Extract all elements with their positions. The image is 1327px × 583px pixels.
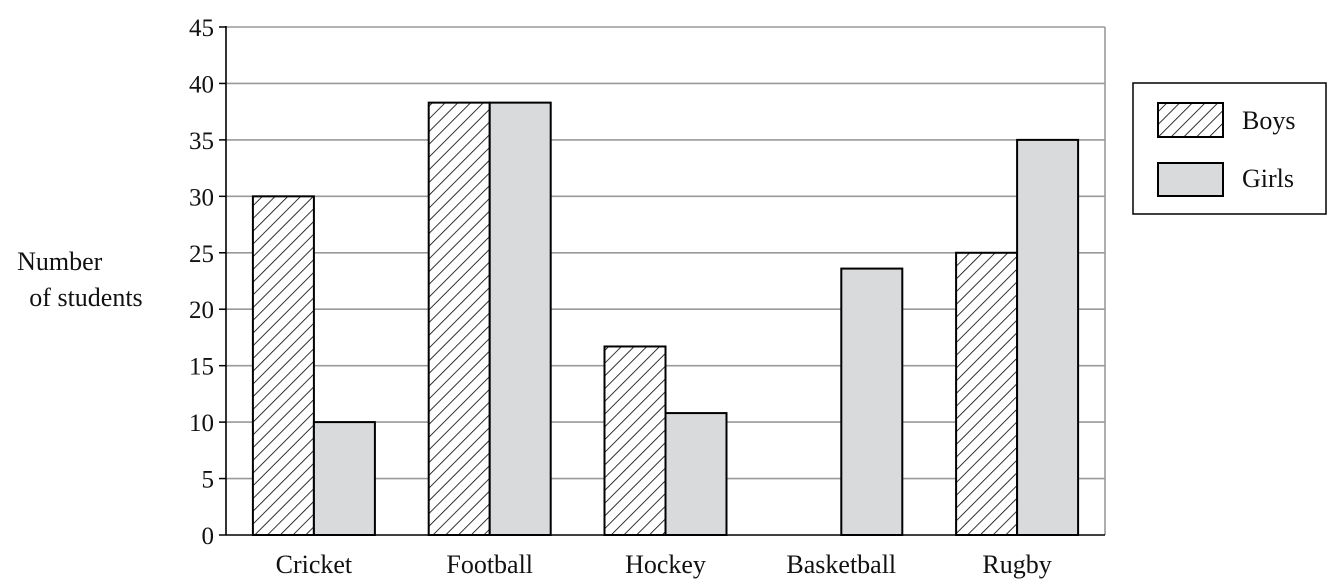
bar-girls-basketball — [840, 267, 904, 536]
x-category-label: Rugby — [982, 550, 1051, 579]
y-tick-label: 10 — [189, 410, 214, 437]
x-category-label: Football — [446, 550, 533, 579]
x-category-labels: Cricket Football Hockey Basketball Rugby — [276, 550, 1052, 579]
y-tick-label: 30 — [189, 184, 214, 211]
legend-swatch-boys — [1157, 102, 1224, 138]
x-category-label: Basketball — [786, 550, 896, 579]
y-tick-label: 20 — [189, 297, 214, 324]
bar-boys-cricket — [251, 195, 315, 536]
bar-boys-hockey — [603, 345, 667, 536]
x-category-label: Cricket — [276, 550, 353, 579]
y-axis-title-line-1: Number — [17, 247, 103, 276]
bar-girls-hockey — [664, 412, 728, 536]
bar-girls-rugby — [1016, 138, 1080, 536]
bars — [251, 101, 1080, 536]
y-axis-title: Number of students — [17, 247, 143, 312]
axes — [219, 26, 1105, 536]
bar-boys-football — [427, 101, 491, 536]
bar-girls-football — [488, 101, 552, 536]
x-category-label: Hockey — [625, 550, 706, 579]
y-tick-label: 35 — [189, 128, 214, 155]
legend-swatch-girls — [1157, 162, 1224, 197]
y-tick-label: 25 — [189, 241, 214, 268]
y-axis-title-line-2: of students — [29, 283, 142, 312]
y-tick-label: 5 — [202, 467, 215, 494]
y-tick-labels: 0 5 10 15 20 25 30 35 40 45 — [189, 15, 214, 550]
legend: Boys Girls — [1132, 82, 1327, 215]
y-tick-label: 40 — [189, 71, 214, 98]
legend-label-boys: Boys — [1242, 106, 1295, 135]
y-tick-label: 0 — [202, 523, 215, 550]
y-tick-label: 45 — [189, 15, 214, 42]
legend-label-girls: Girls — [1242, 164, 1294, 193]
y-tick-label: 15 — [189, 354, 214, 381]
bar-girls-cricket — [312, 421, 376, 536]
bar-boys-rugby — [955, 251, 1019, 536]
